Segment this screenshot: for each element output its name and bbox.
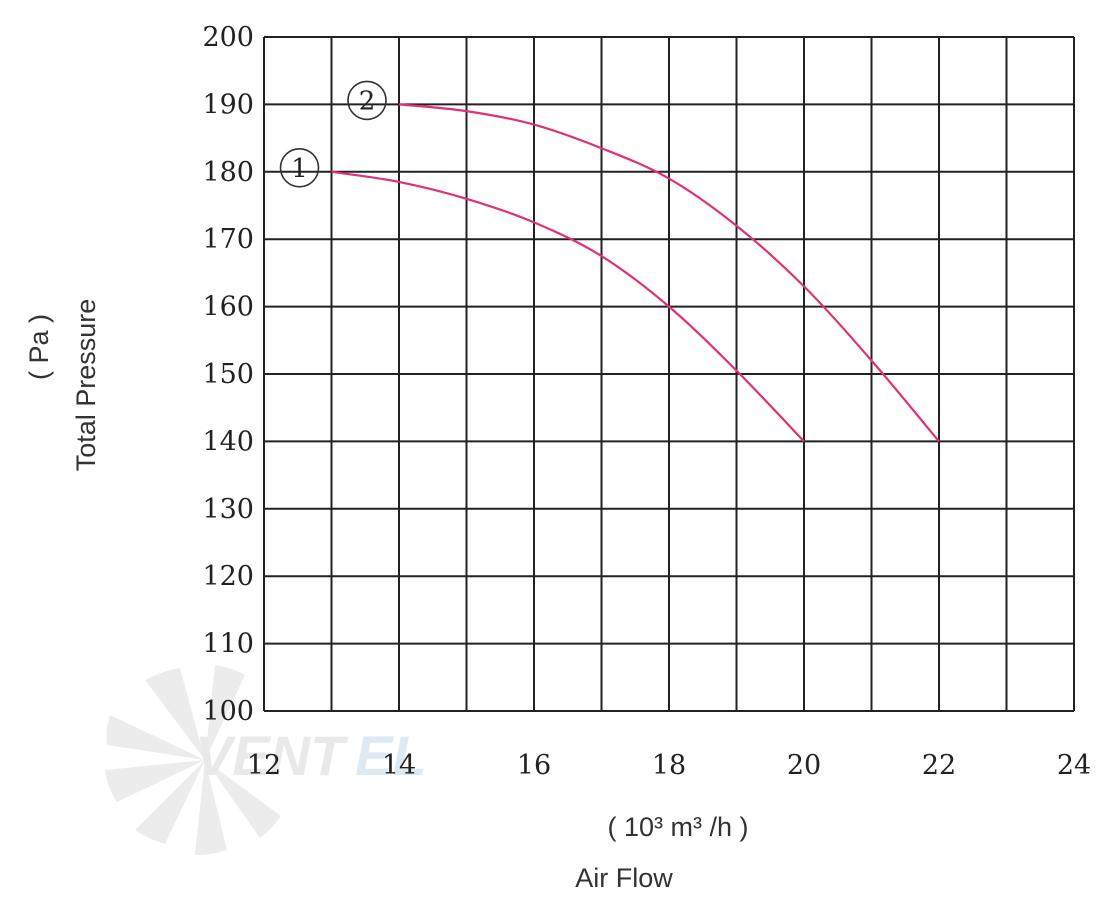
series-line-1 bbox=[331, 170, 805, 443]
x-tick-label: 14 bbox=[382, 750, 416, 781]
x-tick-label: 22 bbox=[922, 750, 956, 781]
y-tick-label: 130 bbox=[202, 494, 254, 525]
y-tick-label: 200 bbox=[202, 22, 254, 53]
series-line-2 bbox=[398, 103, 940, 443]
x-axis-unit: ( 10³ m³ /h ) bbox=[607, 812, 748, 842]
y-tick-label: 140 bbox=[202, 426, 254, 457]
y-tick-label: 160 bbox=[202, 292, 254, 323]
y-tick-label: 190 bbox=[202, 89, 254, 120]
curves bbox=[331, 103, 940, 443]
x-tick-label: 12 bbox=[247, 750, 281, 781]
grid bbox=[263, 36, 1075, 712]
y-tick-label: 170 bbox=[202, 224, 254, 255]
x-tick-label: 24 bbox=[1057, 750, 1091, 781]
y-tick-label: 110 bbox=[202, 629, 254, 660]
y-axis-unit: ( Pa ) bbox=[24, 314, 54, 380]
curve-label-circle-1 bbox=[279, 148, 320, 188]
curve-label-2: 2 bbox=[359, 86, 376, 116]
svg-text:EL: EL bbox=[355, 724, 427, 787]
curve-label-1: 1 bbox=[291, 154, 308, 184]
curve-label-circle-2 bbox=[347, 80, 387, 121]
y-tick-label: 120 bbox=[202, 561, 254, 592]
x-tick-label: 18 bbox=[652, 750, 686, 781]
y-tick-label: 150 bbox=[202, 359, 254, 390]
x-tick-label: 20 bbox=[787, 750, 821, 781]
y-tick-label: 100 bbox=[202, 696, 254, 727]
x-tick-labels: 12 14 16 18 20 22 24 bbox=[247, 750, 1091, 781]
watermark-logo: VENT EL bbox=[105, 665, 427, 855]
y-tick-label: 180 bbox=[202, 157, 254, 188]
curve-labels: 12 bbox=[279, 80, 387, 188]
svg-text:VENT: VENT bbox=[195, 724, 349, 787]
y-tick-labels: 100 110 120 130 140 150 160 170 180 190 200 bbox=[202, 22, 254, 727]
x-axis-title: Air Flow bbox=[575, 863, 673, 893]
y-axis-title: Total Pressure bbox=[71, 299, 101, 472]
x-tick-label: 16 bbox=[517, 750, 551, 781]
